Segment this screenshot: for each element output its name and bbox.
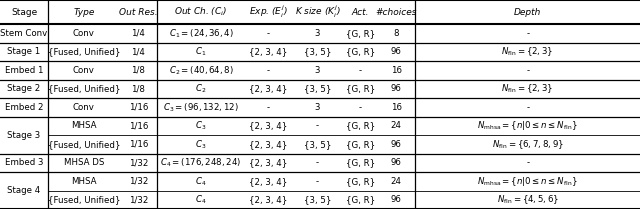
Text: 24: 24 <box>390 177 402 186</box>
Text: 3: 3 <box>315 29 320 38</box>
Text: $N_{\mathrm{fIn}} = \{4, 5, 6\}$: $N_{\mathrm{fIn}} = \{4, 5, 6\}$ <box>497 193 559 206</box>
Text: 24: 24 <box>390 121 402 130</box>
Text: {Fused, Unified}: {Fused, Unified} <box>47 140 120 149</box>
Text: {3, 5}: {3, 5} <box>304 47 331 56</box>
Text: 1/32: 1/32 <box>129 195 148 204</box>
Text: Out Res.: Out Res. <box>119 8 157 17</box>
Text: {G, R}: {G, R} <box>346 177 375 186</box>
Text: Out Ch. ($C_i$): Out Ch. ($C_i$) <box>174 6 228 18</box>
Text: Embed 3: Embed 3 <box>4 158 44 167</box>
Text: #choices: #choices <box>376 8 417 17</box>
Text: $C_3$: $C_3$ <box>195 138 207 150</box>
Text: Act.: Act. <box>351 8 369 17</box>
Text: Stage 2: Stage 2 <box>8 84 40 93</box>
Text: Conv: Conv <box>73 66 95 75</box>
Text: 16: 16 <box>390 103 402 112</box>
Text: -: - <box>267 103 269 112</box>
Text: {2, 3, 4}: {2, 3, 4} <box>249 140 287 149</box>
Text: MHSA DS: MHSA DS <box>63 158 104 167</box>
Text: -: - <box>316 121 319 130</box>
Text: 96: 96 <box>391 140 401 149</box>
Text: 8: 8 <box>394 29 399 38</box>
Text: {2, 3, 4}: {2, 3, 4} <box>249 84 287 93</box>
Text: 96: 96 <box>391 195 401 204</box>
Text: Type: Type <box>73 8 95 17</box>
Text: 1/8: 1/8 <box>131 84 145 93</box>
Text: $C_2$: $C_2$ <box>195 83 207 95</box>
Text: $C_3$: $C_3$ <box>195 120 207 132</box>
Text: Exp. ($E_i^j$): Exp. ($E_i^j$) <box>249 4 287 20</box>
Text: Stage 1: Stage 1 <box>8 47 40 56</box>
Text: Stage 4: Stage 4 <box>8 186 40 195</box>
Text: -: - <box>316 158 319 167</box>
Text: Embed 1: Embed 1 <box>4 66 44 75</box>
Text: {2, 3, 4}: {2, 3, 4} <box>249 47 287 56</box>
Text: 96: 96 <box>391 47 401 56</box>
Text: 3: 3 <box>315 103 320 112</box>
Text: {3, 5}: {3, 5} <box>304 84 331 93</box>
Text: {3, 5}: {3, 5} <box>304 195 331 204</box>
Text: $N_{\mathrm{fIn}} = \{2, 3\}$: $N_{\mathrm{fIn}} = \{2, 3\}$ <box>502 82 554 95</box>
Text: 96: 96 <box>391 158 401 167</box>
Text: 1/4: 1/4 <box>131 47 145 56</box>
Text: {2, 3, 4}: {2, 3, 4} <box>249 177 287 186</box>
Text: -: - <box>359 66 362 75</box>
Text: 96: 96 <box>391 84 401 93</box>
Text: {G, R}: {G, R} <box>346 158 375 167</box>
Text: Depth: Depth <box>514 8 541 17</box>
Text: {Fused, Unified}: {Fused, Unified} <box>47 84 120 93</box>
Text: {G, R}: {G, R} <box>346 140 375 149</box>
Text: {G, R}: {G, R} <box>346 195 375 204</box>
Text: 3: 3 <box>315 66 320 75</box>
Text: $C_4=(176, 248, 24)$: $C_4=(176, 248, 24)$ <box>160 157 242 169</box>
Text: Conv: Conv <box>73 103 95 112</box>
Text: {Fused, Unified}: {Fused, Unified} <box>47 195 120 204</box>
Text: {2, 3, 4}: {2, 3, 4} <box>249 195 287 204</box>
Text: 1/32: 1/32 <box>129 177 148 186</box>
Text: Stage 3: Stage 3 <box>8 130 40 140</box>
Text: 1/4: 1/4 <box>131 29 145 38</box>
Text: $C_1=(24, 36, 4)$: $C_1=(24, 36, 4)$ <box>168 27 234 40</box>
Text: -: - <box>316 177 319 186</box>
Text: -: - <box>267 29 269 38</box>
Text: 1/16: 1/16 <box>129 140 148 149</box>
Text: {G, R}: {G, R} <box>346 47 375 56</box>
Text: -: - <box>526 29 529 38</box>
Text: 1/16: 1/16 <box>129 103 148 112</box>
Text: -: - <box>526 103 529 112</box>
Text: $C_4$: $C_4$ <box>195 194 207 206</box>
Text: $C_3=(96, 132, 12)$: $C_3=(96, 132, 12)$ <box>163 101 239 113</box>
Text: $C_2=(40, 64, 8)$: $C_2=(40, 64, 8)$ <box>168 64 234 76</box>
Text: {G, R}: {G, R} <box>346 121 375 130</box>
Text: $C_4$: $C_4$ <box>195 175 207 187</box>
Text: K size ($K_i^j$): K size ($K_i^j$) <box>294 4 340 20</box>
Text: 1/16: 1/16 <box>129 121 148 130</box>
Text: -: - <box>359 103 362 112</box>
Text: -: - <box>526 158 529 167</box>
Text: Embed 2: Embed 2 <box>4 103 44 112</box>
Text: $N_{\mathrm{fIn}} = \{2, 3\}$: $N_{\mathrm{fIn}} = \{2, 3\}$ <box>502 45 554 58</box>
Text: $N_{\mathrm{mhsa}} = \{n|0 \leq n \leq N_{\mathrm{fIn}}\}$: $N_{\mathrm{mhsa}} = \{n|0 \leq n \leq N… <box>477 175 578 188</box>
Text: {2, 3, 4}: {2, 3, 4} <box>249 121 287 130</box>
Text: {3, 5}: {3, 5} <box>304 140 331 149</box>
Text: 1/32: 1/32 <box>129 158 148 167</box>
Text: $N_{\mathrm{mhsa}} = \{n|0 \leq n \leq N_{\mathrm{fIn}}\}$: $N_{\mathrm{mhsa}} = \{n|0 \leq n \leq N… <box>477 119 578 132</box>
Text: {G, R}: {G, R} <box>346 84 375 93</box>
Text: Conv: Conv <box>73 29 95 38</box>
Text: {G, R}: {G, R} <box>346 29 375 38</box>
Text: Stage: Stage <box>11 8 37 17</box>
Text: $C_1$: $C_1$ <box>195 46 207 58</box>
Text: $N_{\mathrm{fIn}} = \{6, 7, 8, 9\}$: $N_{\mathrm{fIn}} = \{6, 7, 8, 9\}$ <box>492 138 564 151</box>
Text: {Fused, Unified}: {Fused, Unified} <box>47 47 120 56</box>
Text: MHSA: MHSA <box>71 177 97 186</box>
Text: Stem Conv: Stem Conv <box>1 29 47 38</box>
Text: {2, 3, 4}: {2, 3, 4} <box>249 158 287 167</box>
Text: MHSA: MHSA <box>71 121 97 130</box>
Text: -: - <box>526 66 529 75</box>
Text: 16: 16 <box>390 66 402 75</box>
Text: -: - <box>267 66 269 75</box>
Text: 1/8: 1/8 <box>131 66 145 75</box>
